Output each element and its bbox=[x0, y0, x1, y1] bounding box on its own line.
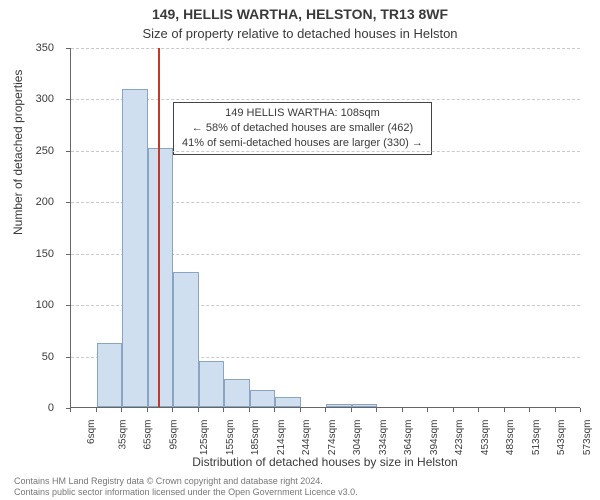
x-tick bbox=[147, 408, 148, 412]
x-tick bbox=[249, 408, 250, 412]
histogram-bar bbox=[173, 272, 199, 407]
histogram-bar bbox=[97, 343, 123, 407]
x-tick bbox=[478, 408, 479, 412]
annotation-line-1: 149 HELLIS WARTHA: 108sqm bbox=[182, 106, 423, 121]
x-tick bbox=[453, 408, 454, 412]
x-tick bbox=[96, 408, 97, 412]
x-tick-label: 185sqm bbox=[250, 420, 261, 456]
y-tick bbox=[66, 202, 70, 203]
x-tick bbox=[427, 408, 428, 412]
y-tick bbox=[66, 305, 70, 306]
chart-container: 149, HELLIS WARTHA, HELSTON, TR13 8WF Si… bbox=[0, 0, 600, 500]
x-tick bbox=[555, 408, 556, 412]
x-tick-label: 244sqm bbox=[301, 420, 312, 456]
annotation-box: 149 HELLIS WARTHA: 108sqm ← 58% of detac… bbox=[173, 102, 432, 155]
y-tick bbox=[66, 357, 70, 358]
gridline bbox=[71, 48, 580, 49]
histogram-bar bbox=[326, 404, 352, 407]
y-tick-label: 350 bbox=[36, 42, 54, 54]
x-axis-title: Distribution of detached houses by size … bbox=[70, 455, 580, 469]
x-tick bbox=[300, 408, 301, 412]
x-tick bbox=[376, 408, 377, 412]
x-tick-label: 543sqm bbox=[556, 420, 567, 456]
x-tick-label: 304sqm bbox=[352, 420, 363, 456]
footer: Contains HM Land Registry data © Crown c… bbox=[14, 476, 358, 498]
x-tick-label: 513sqm bbox=[531, 420, 542, 456]
x-tick-label: 125sqm bbox=[199, 420, 210, 456]
x-tick-label: 573sqm bbox=[582, 420, 593, 456]
y-tick-label: 50 bbox=[42, 351, 54, 363]
x-tick bbox=[223, 408, 224, 412]
y-tick bbox=[66, 254, 70, 255]
y-tick bbox=[66, 99, 70, 100]
histogram-bar bbox=[199, 361, 225, 407]
annotation-line-2: ← 58% of detached houses are smaller (46… bbox=[182, 121, 423, 136]
y-tick-label: 250 bbox=[36, 145, 54, 157]
x-tick-label: 35sqm bbox=[117, 420, 128, 450]
y-tick-label: 0 bbox=[48, 402, 54, 414]
x-tick-label: 453sqm bbox=[480, 420, 491, 456]
title-sub: Size of property relative to detached ho… bbox=[0, 26, 600, 41]
y-axis-labels: 050100150200250300350 bbox=[0, 48, 60, 408]
x-tick bbox=[198, 408, 199, 412]
x-tick-label: 423sqm bbox=[454, 420, 465, 456]
x-tick-label: 334sqm bbox=[378, 420, 389, 456]
footer-line-1: Contains HM Land Registry data © Crown c… bbox=[14, 476, 358, 487]
title-main: 149, HELLIS WARTHA, HELSTON, TR13 8WF bbox=[0, 6, 600, 22]
x-tick bbox=[274, 408, 275, 412]
x-tick-label: 6sqm bbox=[86, 420, 97, 444]
y-tick-label: 300 bbox=[36, 93, 54, 105]
x-tick bbox=[529, 408, 530, 412]
histogram-bar bbox=[224, 379, 250, 407]
x-tick bbox=[70, 408, 71, 412]
x-tick bbox=[121, 408, 122, 412]
x-tick bbox=[325, 408, 326, 412]
x-tick bbox=[504, 408, 505, 412]
footer-line-2: Contains public sector information licen… bbox=[14, 487, 358, 498]
x-tick-label: 274sqm bbox=[327, 420, 338, 456]
x-tick-label: 483sqm bbox=[505, 420, 516, 456]
y-tick bbox=[66, 48, 70, 49]
histogram-bar bbox=[352, 404, 378, 407]
x-tick-label: 65sqm bbox=[143, 420, 154, 450]
x-tick bbox=[580, 408, 581, 412]
y-tick-label: 150 bbox=[36, 248, 54, 260]
y-tick bbox=[66, 151, 70, 152]
marker-line bbox=[158, 48, 160, 407]
histogram-bar bbox=[275, 397, 301, 407]
x-tick-label: 364sqm bbox=[403, 420, 414, 456]
x-tick bbox=[402, 408, 403, 412]
y-tick-label: 100 bbox=[36, 299, 54, 311]
histogram-bar bbox=[250, 390, 276, 407]
x-tick-label: 214sqm bbox=[276, 420, 287, 456]
y-tick-label: 200 bbox=[36, 196, 54, 208]
plot-area: 149 HELLIS WARTHA: 108sqm ← 58% of detac… bbox=[70, 48, 580, 408]
x-tick-label: 155sqm bbox=[225, 420, 236, 456]
x-tick-label: 394sqm bbox=[429, 420, 440, 456]
x-axis-labels: 6sqm 35sqm 65sqm 95sqm 125sqm 155sqm 185sqm 214… bbox=[70, 408, 580, 458]
x-tick bbox=[172, 408, 173, 412]
x-tick bbox=[351, 408, 352, 412]
histogram-bar bbox=[122, 89, 148, 407]
annotation-line-3: 41% of semi-detached houses are larger (… bbox=[182, 136, 423, 151]
x-tick-label: 95sqm bbox=[168, 420, 179, 450]
